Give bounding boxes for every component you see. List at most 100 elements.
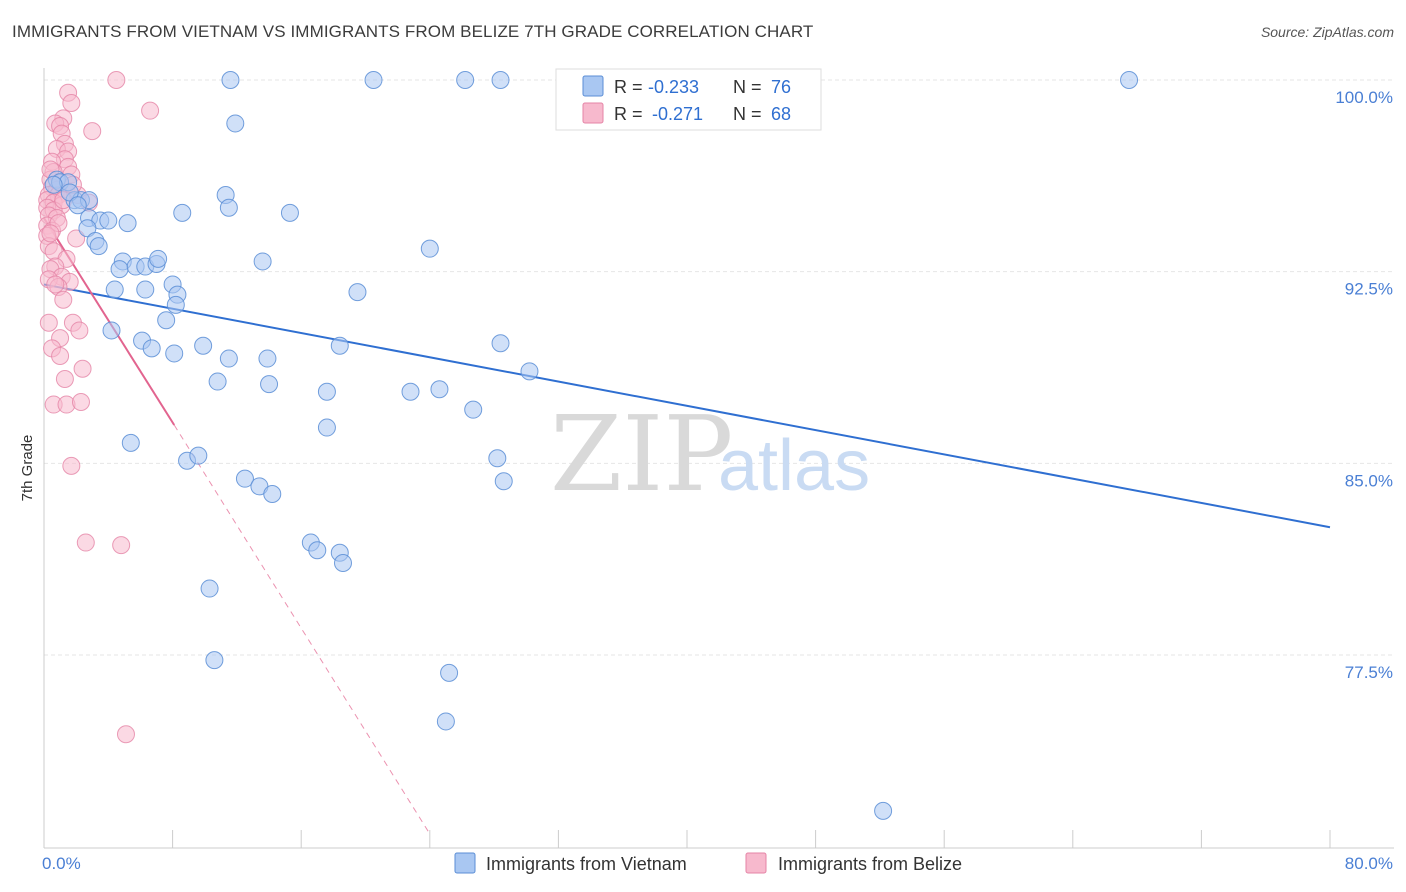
vietnam-point	[308, 541, 327, 560]
vietnam-point	[44, 175, 63, 194]
vietnam-point	[226, 114, 245, 133]
vietnam-point	[253, 252, 272, 271]
belize-point	[112, 536, 131, 555]
vietnam-point	[436, 712, 455, 731]
belize-point	[107, 71, 126, 89]
vietnam-point	[348, 283, 367, 302]
watermark-zip: ZIP	[550, 393, 733, 515]
vietnam-point	[110, 260, 129, 279]
vietnam-point	[263, 485, 282, 503]
belize-point	[76, 533, 95, 552]
legend-vietnam-swatch	[454, 852, 476, 874]
vietnam-point	[149, 249, 168, 268]
vietnam-point	[219, 198, 238, 217]
vietnam-point	[235, 469, 254, 488]
belize-n-value: 68	[771, 104, 791, 124]
belize-r-label: R =	[614, 104, 643, 124]
vietnam-point	[491, 71, 510, 89]
vietnam-point	[258, 349, 277, 368]
vietnam-point	[420, 239, 439, 258]
vietnam-point	[401, 382, 420, 401]
vietnam-point	[200, 579, 219, 598]
belize-point	[54, 290, 73, 309]
belize-point	[55, 370, 74, 388]
vietnam-point	[194, 336, 213, 355]
vietnam-point	[221, 71, 240, 89]
vietnam-n-value: 76	[771, 77, 791, 97]
vietnam-point	[280, 203, 299, 222]
belize-point	[62, 456, 81, 475]
vietnam-point	[330, 336, 349, 355]
belize-point	[62, 94, 81, 112]
belize-point	[83, 122, 102, 141]
vietnam-point	[89, 237, 108, 256]
vietnam-point	[333, 554, 352, 572]
vietnam-point	[78, 219, 97, 238]
belize-trend-extension	[173, 424, 431, 835]
vietnam-point	[121, 433, 140, 452]
tick-labels: 100.0% 92.5% 85.0% 77.5% 0.0% 80.0%	[42, 88, 1393, 873]
vietnam-point	[105, 280, 124, 299]
belize-n-label: N =	[733, 104, 762, 124]
vietnam-trend-line	[43, 283, 1331, 529]
legend-belize-label: Immigrants from Belize	[778, 854, 962, 874]
vietnam-point	[440, 663, 459, 682]
vietnam-point	[189, 446, 208, 465]
vietnam-point	[142, 339, 161, 358]
belize-point	[116, 725, 135, 744]
belize-point	[141, 101, 160, 120]
x-tick-label: 80.0%	[1345, 854, 1393, 873]
vietnam-point	[874, 801, 893, 820]
vietnam-point	[166, 295, 185, 314]
grid-layer	[44, 79, 1394, 656]
vietnam-point	[456, 71, 475, 89]
belize-r-value: -0.271	[652, 104, 703, 124]
series-legend: Immigrants from Vietnam Immigrants from …	[454, 852, 962, 874]
vietnam-point	[99, 211, 118, 230]
vietnam-point	[317, 418, 336, 437]
y-tick-label: 92.5%	[1345, 280, 1393, 299]
vietnam-point	[491, 334, 510, 353]
y-tick-label: 85.0%	[1345, 471, 1393, 490]
vietnam-point	[1120, 71, 1139, 89]
vietnam-point	[205, 651, 224, 670]
watermark-atlas: atlas	[718, 426, 870, 506]
belize-point	[67, 229, 86, 248]
vietnam-point	[219, 349, 238, 368]
legend-vietnam-label: Immigrants from Vietnam	[486, 854, 687, 874]
vietnam-point	[494, 472, 513, 491]
vietnam-point	[118, 214, 137, 233]
y-tick-label: 100.0%	[1335, 88, 1393, 107]
y-tick-label: 77.5%	[1345, 663, 1393, 682]
legend-belize-swatch	[745, 852, 767, 874]
vietnam-points	[44, 71, 1139, 820]
vietnam-n-label: N =	[733, 77, 762, 97]
vietnam-point	[136, 280, 155, 299]
belize-point	[73, 359, 92, 378]
vietnam-point	[157, 311, 176, 330]
belize-point	[41, 224, 60, 243]
stats-legend: R = -0.233 N = 76 R = -0.271 N = 68	[555, 68, 822, 131]
y-axis-label: 7th Grade	[19, 435, 36, 502]
vietnam-r-label: R =	[614, 77, 643, 97]
belize-trend-line	[43, 217, 176, 426]
vietnam-point	[208, 372, 227, 391]
belize-swatch	[582, 102, 604, 124]
belize-point	[39, 313, 58, 332]
trend-lines	[43, 217, 1331, 835]
belize-point	[46, 275, 65, 294]
vietnam-point	[464, 400, 483, 419]
vietnam-point	[488, 449, 507, 468]
belize-point	[51, 347, 70, 365]
source-credit: Source: ZipAtlas.com	[1260, 24, 1394, 40]
watermark: ZIP atlas	[550, 393, 870, 515]
vietnam-point	[102, 321, 121, 340]
chart-title: IMMIGRANTS FROM VIETNAM VS IMMIGRANTS FR…	[12, 22, 814, 41]
belize-point	[71, 393, 90, 411]
vietnam-r-value: -0.233	[648, 77, 699, 97]
vietnam-point	[173, 203, 192, 222]
vietnam-point	[430, 380, 449, 399]
vietnam-point	[520, 362, 539, 381]
vietnam-point	[317, 382, 336, 401]
